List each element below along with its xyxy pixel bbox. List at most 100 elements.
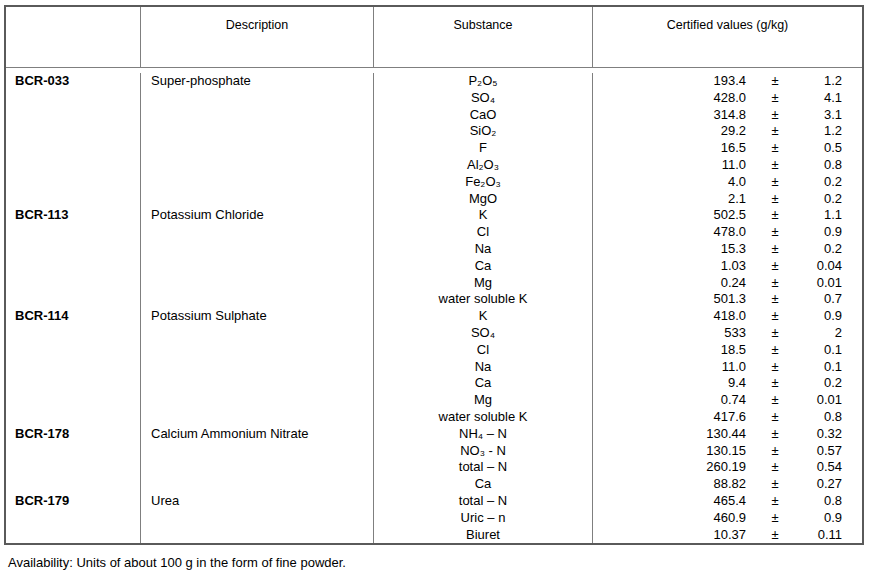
value-line: 2.1±0.2	[593, 191, 862, 208]
bcr-description: Potassium Chloride	[141, 207, 374, 308]
certified-value: 16.5	[593, 140, 746, 157]
certified-value: 193.4	[593, 73, 746, 90]
substance-line: NH₄ – N	[374, 426, 592, 443]
substance-line: K	[374, 207, 592, 224]
substance-line: Na	[374, 241, 592, 258]
certified-value: 130.44	[593, 426, 746, 443]
values-cell: 418.0±0.9533±218.5±0.111.0±0.19.4±0.20.7…	[593, 308, 862, 426]
uncertainty-value: 0.01	[804, 275, 842, 292]
value-line: 460.9±0.9	[593, 510, 862, 527]
value-line: 502.5±1.1	[593, 207, 862, 224]
uncertainty-value: 4.1	[804, 90, 842, 107]
value-line: 418.0±0.9	[593, 308, 862, 325]
substance-line: SO₄	[374, 325, 592, 342]
plus-minus-symbol: ±	[746, 123, 804, 140]
value-line: 15.3±0.2	[593, 241, 862, 258]
certified-value: 15.3	[593, 241, 746, 258]
substance-line: Ca	[374, 476, 592, 493]
value-line: 314.8±3.1	[593, 107, 862, 124]
value-line: 11.0±0.8	[593, 157, 862, 174]
certified-value: 478.0	[593, 224, 746, 241]
plus-minus-symbol: ±	[746, 493, 804, 510]
uncertainty-value: 0.8	[804, 409, 842, 426]
value-line: 88.82±0.27	[593, 476, 862, 493]
value-line: 10.37±0.11	[593, 527, 862, 544]
availability-note: Availability: Units of about 100 g in th…	[8, 555, 346, 570]
uncertainty-value: 0.1	[804, 342, 842, 359]
value-line: 1.03±0.04	[593, 258, 862, 275]
certified-value: 88.82	[593, 476, 746, 493]
plus-minus-symbol: ±	[746, 191, 804, 208]
value-line: 130.44±0.32	[593, 426, 862, 443]
plus-minus-symbol: ±	[746, 392, 804, 409]
substance-line: total – N	[374, 493, 592, 510]
bcr-code: BCR-114	[6, 308, 141, 426]
uncertainty-value: 0.5	[804, 140, 842, 157]
bcr-code: BCR-033	[6, 73, 141, 207]
certified-value: 18.5	[593, 342, 746, 359]
values-cell: 193.4±1.2428.0±4.1314.8±3.129.2±1.216.5±…	[593, 73, 862, 207]
value-line: 18.5±0.1	[593, 342, 862, 359]
plus-minus-symbol: ±	[746, 241, 804, 258]
substance-line: NO₃ - N	[374, 443, 592, 460]
substance-line: SO₄	[374, 90, 592, 107]
certified-value: 465.4	[593, 493, 746, 510]
substance-cell: NH₄ – NNO₃ - Ntotal – NCa	[374, 426, 593, 493]
uncertainty-value: 0.01	[804, 392, 842, 409]
bcr-code: BCR-179	[6, 493, 141, 543]
certified-value: 260.19	[593, 459, 746, 476]
certified-value: 1.03	[593, 258, 746, 275]
table-row: BCR-179 Urea total – NUric – nBiuret 465…	[6, 493, 862, 543]
value-line: 130.15±0.57	[593, 443, 862, 460]
value-line: 16.5±0.5	[593, 140, 862, 157]
substance-line: Mg	[374, 275, 592, 292]
header-certified-values-column: Certified values (g/kg)	[593, 7, 862, 67]
plus-minus-symbol: ±	[746, 308, 804, 325]
certified-value: 10.37	[593, 527, 746, 544]
certified-value: 533	[593, 325, 746, 342]
plus-minus-symbol: ±	[746, 443, 804, 460]
substance-line: Mg	[374, 392, 592, 409]
plus-minus-symbol: ±	[746, 207, 804, 224]
substance-line: Na	[374, 359, 592, 376]
certified-value: 2.1	[593, 191, 746, 208]
value-line: 465.4±0.8	[593, 493, 862, 510]
uncertainty-value: 2	[804, 325, 842, 342]
uncertainty-value: 0.04	[804, 258, 842, 275]
plus-minus-symbol: ±	[746, 291, 804, 308]
uncertainty-value: 0.32	[804, 426, 842, 443]
uncertainty-value: 0.9	[804, 224, 842, 241]
uncertainty-value: 0.9	[804, 308, 842, 325]
uncertainty-value: 0.8	[804, 157, 842, 174]
table-body: BCR-033 Super-phosphate P₂O₅SO₄CaOSiO₂FA…	[6, 68, 862, 543]
substance-cell: KSO₄ClNaCaMgwater soluble K	[374, 308, 593, 426]
values-cell: 130.44±0.32130.15±0.57260.19±0.5488.82±0…	[593, 426, 862, 493]
substance-line: F	[374, 140, 592, 157]
uncertainty-value: 0.2	[804, 241, 842, 258]
substance-line: Al₂O₃	[374, 157, 592, 174]
plus-minus-symbol: ±	[746, 90, 804, 107]
plus-minus-symbol: ±	[746, 409, 804, 426]
substance-line: Biuret	[374, 527, 592, 544]
table-header-row: Description Substance Certified values (…	[6, 7, 862, 68]
substance-line: CaO	[374, 107, 592, 124]
certified-value: 0.24	[593, 275, 746, 292]
uncertainty-value: 0.27	[804, 476, 842, 493]
certified-value: 29.2	[593, 123, 746, 140]
value-line: 11.0±0.1	[593, 359, 862, 376]
plus-minus-symbol: ±	[746, 224, 804, 241]
certified-value: 9.4	[593, 375, 746, 392]
substance-line: P₂O₅	[374, 73, 592, 90]
plus-minus-symbol: ±	[746, 73, 804, 90]
values-cell: 465.4±0.8460.9±0.910.37±0.11	[593, 493, 862, 543]
certified-value: 130.15	[593, 443, 746, 460]
header-description-column: Description	[141, 7, 374, 67]
substance-cell: P₂O₅SO₄CaOSiO₂FAl₂O₃Fe₂O₃MgO	[374, 73, 593, 207]
value-line: 0.74±0.01	[593, 392, 862, 409]
plus-minus-symbol: ±	[746, 510, 804, 527]
table-row: BCR-033 Super-phosphate P₂O₅SO₄CaOSiO₂FA…	[6, 73, 862, 207]
bcr-code: BCR-178	[6, 426, 141, 493]
uncertainty-value: 0.57	[804, 443, 842, 460]
plus-minus-symbol: ±	[746, 258, 804, 275]
substance-line: Cl	[374, 224, 592, 241]
